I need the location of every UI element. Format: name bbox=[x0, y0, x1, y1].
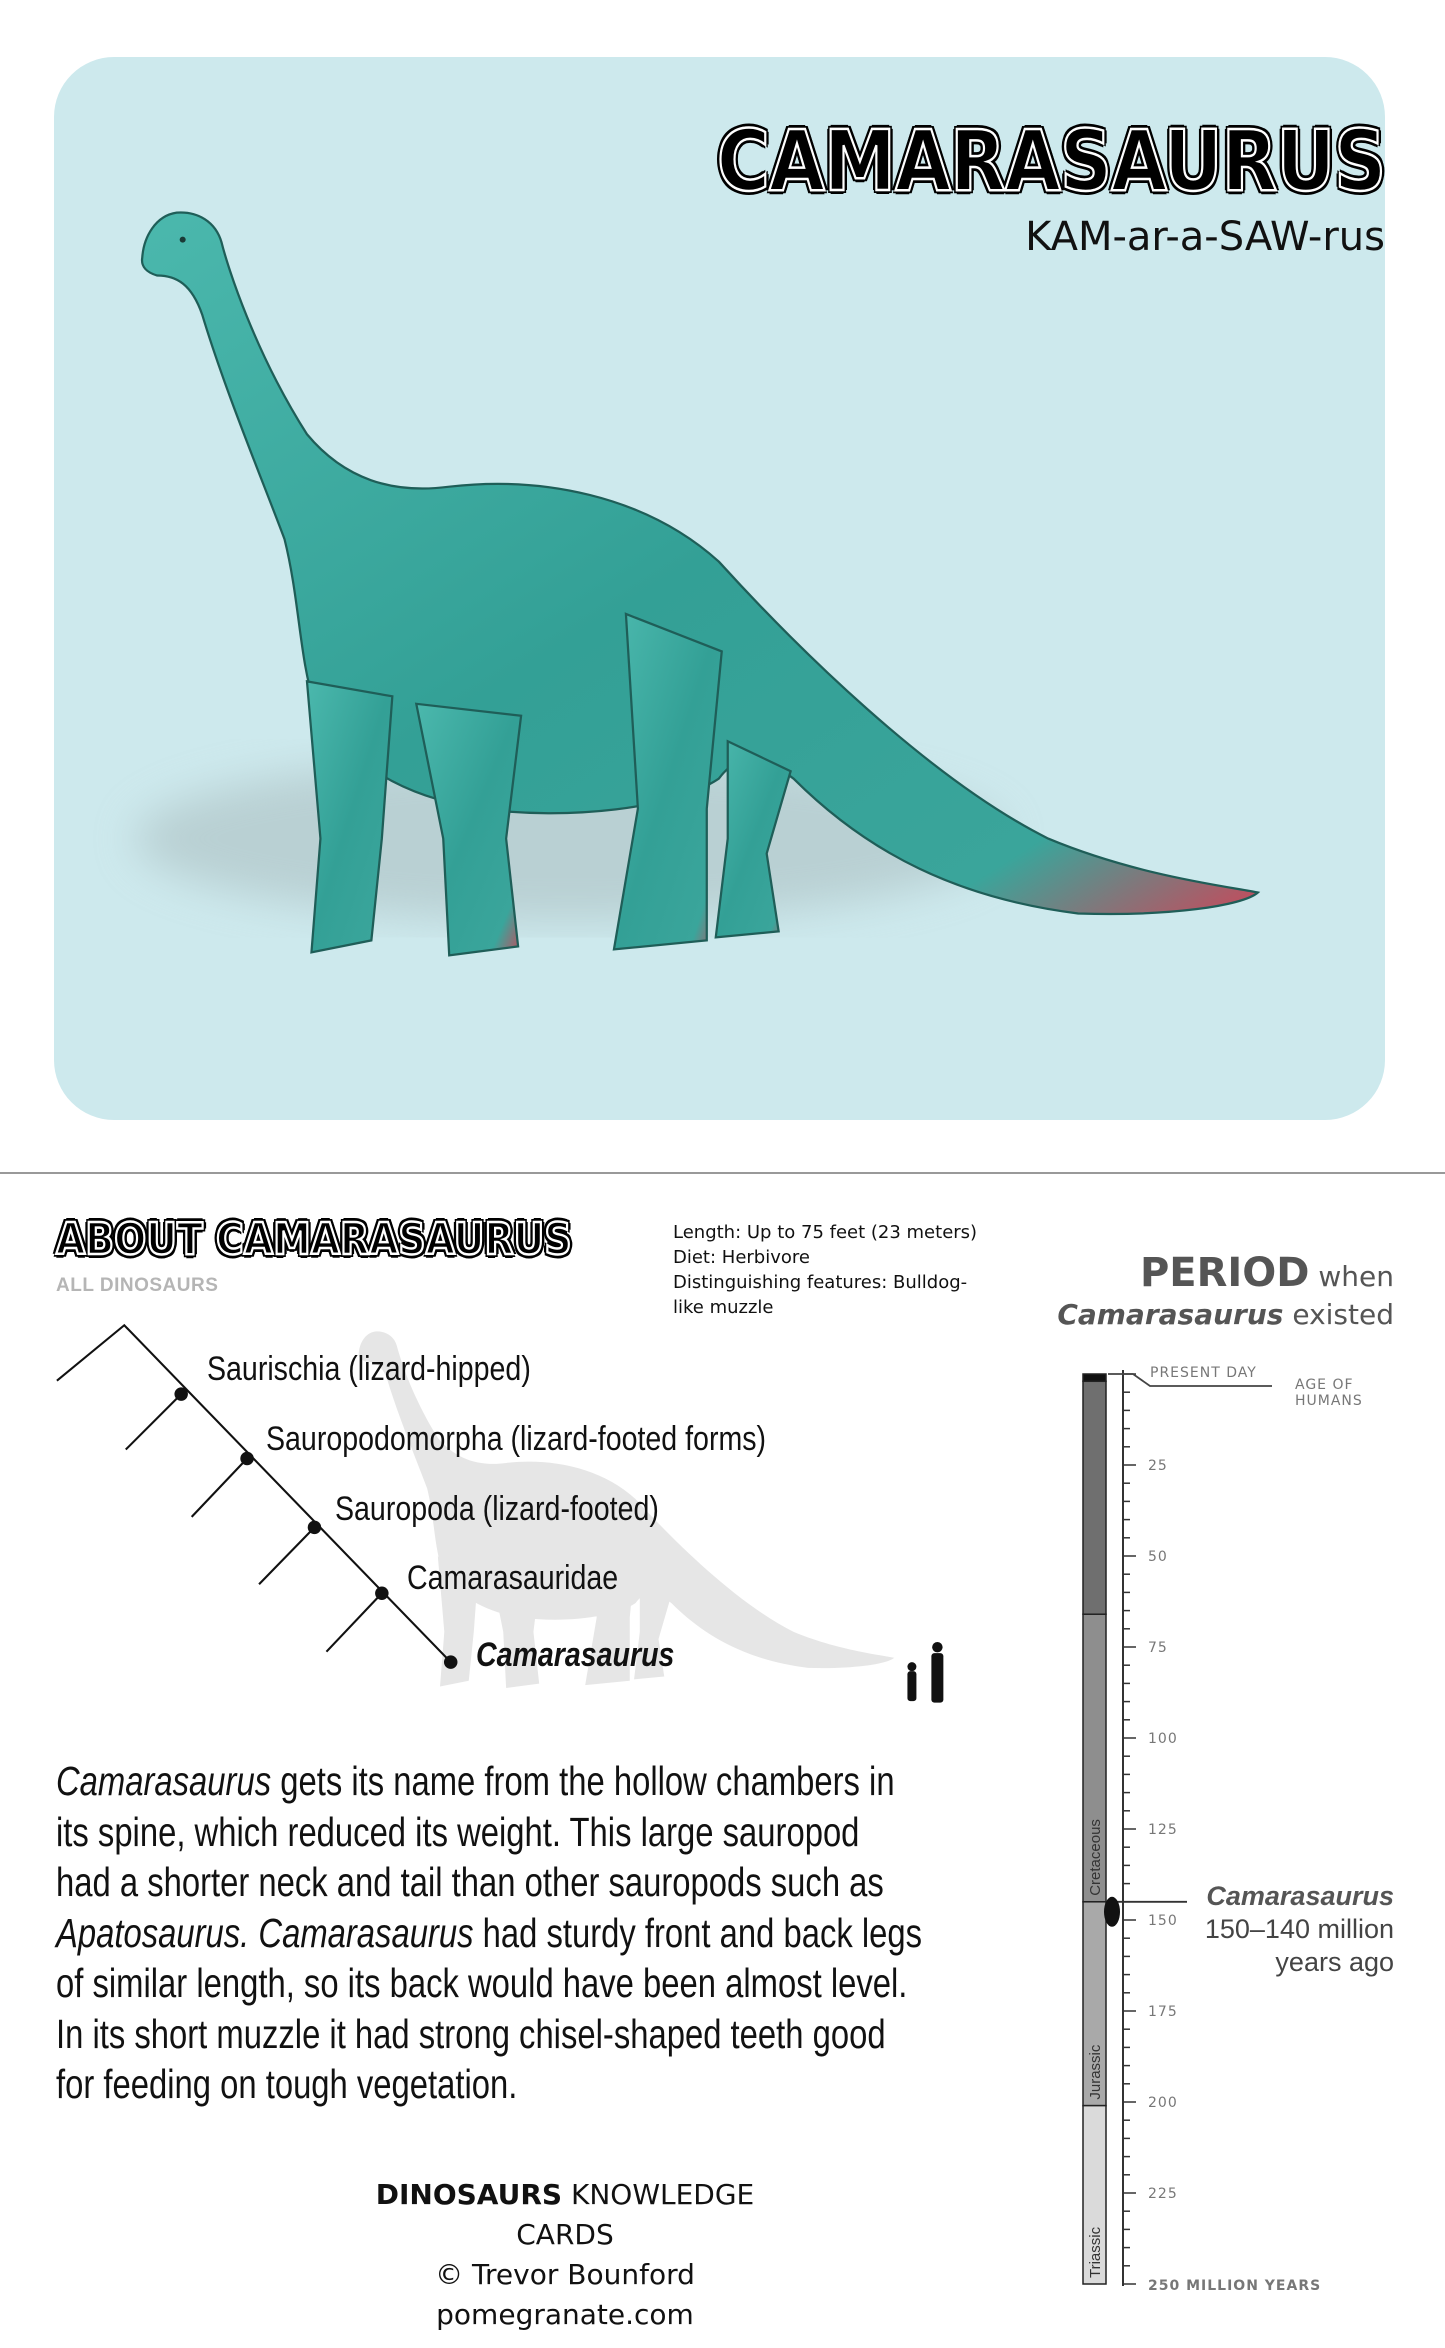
description-text: for feeding on tough vegetation. bbox=[56, 2061, 518, 2107]
taxon-sauropodomorpha: Sauropodomorpha (lizard-footed forms) bbox=[266, 1420, 767, 1458]
camarasaurus-period-label: Camarasaurus 150–140 million years ago bbox=[1205, 1880, 1394, 1979]
time-axis-tick-label: 75 bbox=[1148, 1640, 1168, 1656]
about-heading-text: ABOUT CAMARASAURUS bbox=[55, 1213, 573, 1267]
time-axis-bottom-label: 250 MILLION YEARS bbox=[1148, 2278, 1321, 2294]
description-text: had a shorter neck and tail than other s… bbox=[56, 1859, 884, 1905]
stat-length: Length: Up to 75 feet (23 meters) bbox=[673, 1222, 978, 1243]
period-heading-bold: PERIOD bbox=[1139, 1250, 1310, 1296]
marker-suffix: years ago bbox=[1275, 1947, 1394, 1977]
description-text: In its short muzzle it had strong chisel… bbox=[56, 2010, 886, 2057]
description-line: Camarasaurus gets its name from the holl… bbox=[56, 1756, 922, 1807]
taxon-camarasauridae: Camarasauridae bbox=[407, 1559, 619, 1597]
dinosaur-eye bbox=[179, 236, 186, 243]
description-text: of similar length, so its back would hav… bbox=[56, 1960, 908, 2006]
description-line: had a shorter neck and tail than other s… bbox=[56, 1857, 922, 1908]
time-axis-tick-label: 25 bbox=[1148, 1458, 1168, 1474]
description-text: gets its name from the hollow chambers i… bbox=[271, 1758, 895, 1804]
description-text: had sturdy front and back legs bbox=[473, 1909, 923, 1956]
description-text: its spine, which reduced its weight. Thi… bbox=[56, 1808, 860, 1855]
marker-dinosaur-name: Camarasaurus bbox=[1206, 1881, 1394, 1911]
series-name-rest: KNOWLEDGE CARDS bbox=[516, 2178, 755, 2251]
series-name: DINOSAURS KNOWLEDGE CARDS bbox=[365, 2175, 765, 2255]
period-bar-segment bbox=[1082, 2104, 1107, 2285]
age-of-humans-label-2: HUMANS bbox=[1295, 1393, 1363, 1409]
dinosaur-stats: Length: Up to 75 feet (23 meters) Diet: … bbox=[673, 1220, 977, 1320]
title-text: CAMARASAURUS bbox=[715, 111, 1387, 212]
camarasaurus-period-marker bbox=[1104, 1896, 1120, 1927]
description-line: Apatosaurus. Camarasaurus had sturdy fro… bbox=[56, 1908, 922, 1959]
description-line: for feeding on tough vegetation. bbox=[56, 2059, 922, 2110]
dinosaur-name-title: CAMARASAURUS bbox=[715, 111, 1387, 212]
description-line: its spine, which reduced its weight. Thi… bbox=[56, 1807, 922, 1858]
human-scale-figures bbox=[907, 1641, 944, 1703]
description-italic: Apatosaurus. Camarasaurus bbox=[56, 1909, 474, 1956]
time-axis-tick-label: 175 bbox=[1148, 2004, 1178, 2020]
period-heading: PERIOD when Camarasaurus existed bbox=[1057, 1253, 1394, 1333]
time-axis-tick-label: 125 bbox=[1148, 1822, 1178, 1838]
website-link[interactable]: pomegranate.com bbox=[436, 2298, 694, 2331]
time-axis-tick-label: 200 bbox=[1148, 2095, 1178, 2111]
stat-features-cont: like muzzle bbox=[673, 1297, 774, 1318]
description-line: In its short muzzle it had strong chisel… bbox=[56, 2009, 922, 2060]
section-divider bbox=[0, 1172, 1445, 1174]
cladogram-nodes bbox=[174, 1387, 458, 1669]
period-label-cretaceous: Cretaceous bbox=[1087, 1819, 1104, 1896]
period-subheading-rest: existed bbox=[1283, 1298, 1394, 1331]
copyright: © Trevor Bounford bbox=[435, 2258, 695, 2291]
time-axis-tick-label: 50 bbox=[1148, 1549, 1168, 1565]
taxon-camarasaurus: Camarasaurus bbox=[476, 1636, 675, 1674]
all-dinosaurs-link[interactable]: ALL DINOSAURS bbox=[56, 1275, 219, 1296]
series-name-bold: DINOSAURS bbox=[375, 2178, 563, 2211]
pronunciation: KAM-ar-a-SAW-rus bbox=[1025, 214, 1385, 260]
time-axis-tick-label: 150 bbox=[1148, 1913, 1178, 1929]
period-bar-segment bbox=[1082, 1373, 1107, 1383]
stat-features: Distinguishing features: Bulldog- bbox=[673, 1272, 968, 1293]
time-axis-tick-label: 100 bbox=[1148, 1731, 1178, 1747]
period-bar-segment bbox=[1082, 1380, 1107, 1615]
marker-range: 150–140 million bbox=[1204, 1914, 1394, 1944]
present-day-line bbox=[1108, 1373, 1272, 1387]
period-label-triassic: Triassic bbox=[1087, 2226, 1104, 2278]
description-italic: Camarasaurus bbox=[56, 1758, 272, 1804]
taxon-saurischia: Saurischia (lizard-hipped) bbox=[207, 1350, 531, 1388]
time-axis-tick-label: 225 bbox=[1148, 2186, 1178, 2202]
age-of-humans-label-1: AGE OF bbox=[1295, 1377, 1354, 1393]
period-label-jurassic: Jurassic bbox=[1087, 2044, 1104, 2100]
description-line: of similar length, so its back would hav… bbox=[56, 1958, 922, 2009]
about-heading: ABOUT CAMARASAURUS bbox=[55, 1213, 573, 1267]
present-day-label: PRESENT DAY bbox=[1150, 1365, 1257, 1381]
stat-diet: Diet: Herbivore bbox=[673, 1247, 810, 1268]
period-subheading-name: Camarasaurus bbox=[1057, 1298, 1284, 1331]
description-paragraph: Camarasaurus gets its name from the holl… bbox=[56, 1756, 1139, 2110]
card-footer: DINOSAURS KNOWLEDGE CARDS © Trevor Bounf… bbox=[365, 2175, 765, 2335]
cladogram-lines bbox=[56, 1323, 452, 1663]
period-heading-rest: when bbox=[1309, 1260, 1394, 1293]
taxon-sauropoda: Sauropoda (lizard-footed) bbox=[335, 1490, 659, 1528]
